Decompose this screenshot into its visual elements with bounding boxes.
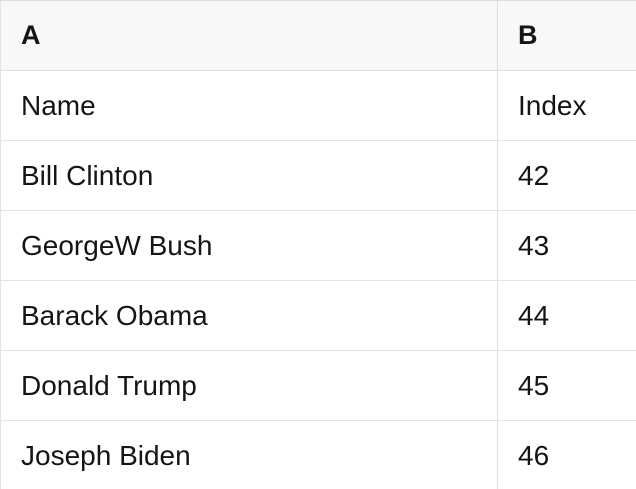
table-cell-name-trump[interactable]: Donald Trump — [1, 351, 498, 421]
table-cell-name-obama[interactable]: Barack Obama — [1, 281, 498, 351]
table-cell-index-bush[interactable]: 43 — [498, 211, 636, 281]
table-cell-name-bush[interactable]: GeorgeW Bush — [1, 211, 498, 281]
table-cell-name-label[interactable]: Name — [1, 71, 498, 141]
table-cell-index-trump[interactable]: 45 — [498, 351, 636, 421]
table-cell-index-biden[interactable]: 46 — [498, 421, 636, 489]
column-header-b[interactable]: B — [498, 1, 636, 71]
column-header-a[interactable]: A — [1, 1, 498, 71]
table-cell-name-biden[interactable]: Joseph Biden — [1, 421, 498, 489]
table-cell-index-obama[interactable]: 44 — [498, 281, 636, 351]
table-cell-index-label[interactable]: Index — [498, 71, 636, 141]
table-cell-index-clinton[interactable]: 42 — [498, 141, 636, 211]
table-cell-name-clinton[interactable]: Bill Clinton — [1, 141, 498, 211]
